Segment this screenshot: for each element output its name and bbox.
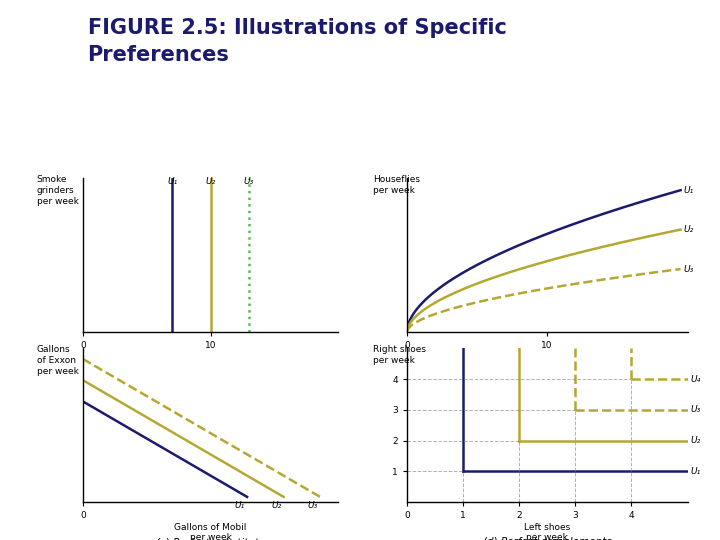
Text: FIGURE 2.5: Illustrations of Specific
Preferences: FIGURE 2.5: Illustrations of Specific Pr… (88, 18, 506, 65)
Text: U₃: U₃ (690, 406, 701, 414)
X-axis label: Food per week: Food per week (514, 353, 580, 362)
Text: U₂: U₂ (205, 177, 216, 186)
Text: (b) An economic bad: (b) An economic bad (493, 358, 601, 368)
Text: Right shoes
per week: Right shoes per week (373, 345, 426, 366)
Text: (a) A useless good: (a) A useless good (163, 358, 258, 368)
Text: (c) Perfect substitute: (c) Perfect substitute (156, 537, 265, 540)
Text: U₃: U₃ (683, 265, 693, 274)
Text: U₃: U₃ (244, 177, 254, 186)
Text: U₁: U₁ (683, 186, 693, 195)
X-axis label: Left shoes
per week: Left shoes per week (524, 523, 570, 540)
Text: Houseflies
per week: Houseflies per week (373, 175, 420, 195)
X-axis label: Gallons of Mobil
per week: Gallons of Mobil per week (174, 523, 247, 540)
Text: U₂: U₂ (690, 436, 701, 445)
Text: (d) Perfect complements: (d) Perfect complements (483, 537, 611, 540)
Text: U₁: U₁ (167, 177, 177, 186)
Text: U₂: U₂ (683, 225, 693, 234)
Text: U₁: U₁ (690, 467, 701, 476)
Text: 32: 32 (12, 501, 50, 529)
Text: U₄: U₄ (690, 375, 701, 383)
Text: U₂: U₂ (271, 501, 282, 510)
Text: Gallons
of Exxon
per week: Gallons of Exxon per week (37, 345, 78, 376)
X-axis label: Food per week: Food per week (177, 353, 244, 362)
Text: Smoke
grinders
per week: Smoke grinders per week (37, 175, 78, 206)
Text: U₃: U₃ (307, 501, 318, 510)
Text: U₁: U₁ (235, 501, 245, 510)
